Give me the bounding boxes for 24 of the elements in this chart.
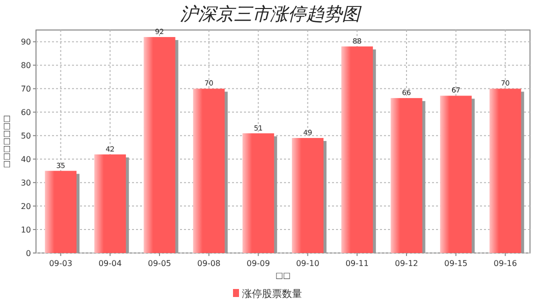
x-axis-title: □□ — [275, 271, 291, 280]
y-tick-label: 60 — [20, 108, 31, 118]
y-tick-label: 20 — [20, 202, 31, 212]
x-tick-label: 09-08 — [197, 259, 221, 268]
chart-title: 沪深京三市涨停趋势图 — [180, 4, 362, 25]
y-tick-label: 90 — [20, 38, 31, 47]
y-tick-label: 50 — [20, 132, 31, 141]
x-tick-label: 09-16 — [494, 259, 517, 268]
x-tick-label: 09-12 — [394, 259, 418, 268]
x-tick-label: 09-03 — [49, 259, 72, 268]
x-tick-label: 09-04 — [98, 259, 122, 268]
y-tick-label: 80 — [20, 61, 31, 70]
x-tick-label: 09-09 — [246, 259, 270, 268]
y-axis-title: □□□□□□□ — [2, 115, 11, 168]
x-tick-label: 09-11 — [345, 259, 369, 268]
y-tick-label: 0 — [26, 249, 31, 258]
y-tick-label: 10 — [20, 226, 31, 235]
x-tick-label: 09-05 — [148, 259, 172, 268]
y-tick-label: 30 — [20, 178, 31, 188]
x-tick-label: 09-15 — [444, 259, 468, 268]
y-tick-label: 70 — [20, 84, 31, 94]
x-tick-label: 09-10 — [296, 259, 320, 268]
y-tick-label: 40 — [20, 155, 31, 164]
legend-label: 涨停股票数量 — [242, 288, 302, 300]
